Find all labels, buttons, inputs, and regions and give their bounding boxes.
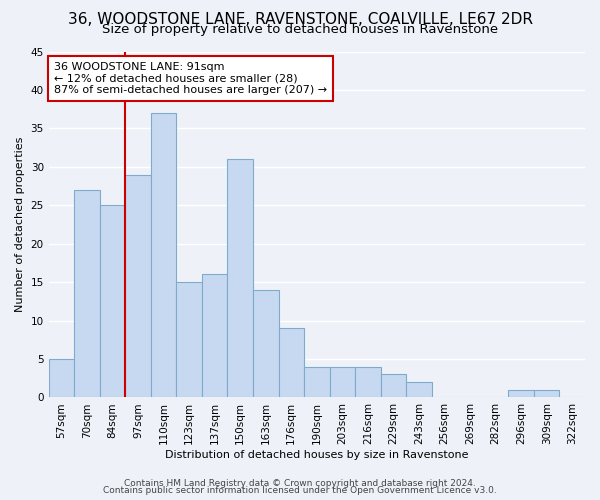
Bar: [253, 290, 278, 398]
Bar: [355, 366, 380, 398]
Text: Size of property relative to detached houses in Ravenstone: Size of property relative to detached ho…: [102, 22, 498, 36]
Text: Contains HM Land Registry data © Crown copyright and database right 2024.: Contains HM Land Registry data © Crown c…: [124, 478, 476, 488]
Bar: [74, 190, 100, 398]
Text: 36 WOODSTONE LANE: 91sqm
← 12% of detached houses are smaller (28)
87% of semi-d: 36 WOODSTONE LANE: 91sqm ← 12% of detach…: [54, 62, 327, 95]
Bar: [534, 390, 559, 398]
Text: 36, WOODSTONE LANE, RAVENSTONE, COALVILLE, LE67 2DR: 36, WOODSTONE LANE, RAVENSTONE, COALVILL…: [67, 12, 533, 28]
Bar: [278, 328, 304, 398]
X-axis label: Distribution of detached houses by size in Ravenstone: Distribution of detached houses by size …: [165, 450, 469, 460]
Bar: [202, 274, 227, 398]
Y-axis label: Number of detached properties: Number of detached properties: [15, 137, 25, 312]
Bar: [151, 113, 176, 398]
Bar: [380, 374, 406, 398]
Bar: [406, 382, 432, 398]
Text: Contains public sector information licensed under the Open Government Licence v3: Contains public sector information licen…: [103, 486, 497, 495]
Bar: [227, 159, 253, 398]
Bar: [304, 366, 329, 398]
Bar: [49, 359, 74, 398]
Bar: [176, 282, 202, 398]
Bar: [329, 366, 355, 398]
Bar: [125, 174, 151, 398]
Bar: [100, 206, 125, 398]
Bar: [508, 390, 534, 398]
